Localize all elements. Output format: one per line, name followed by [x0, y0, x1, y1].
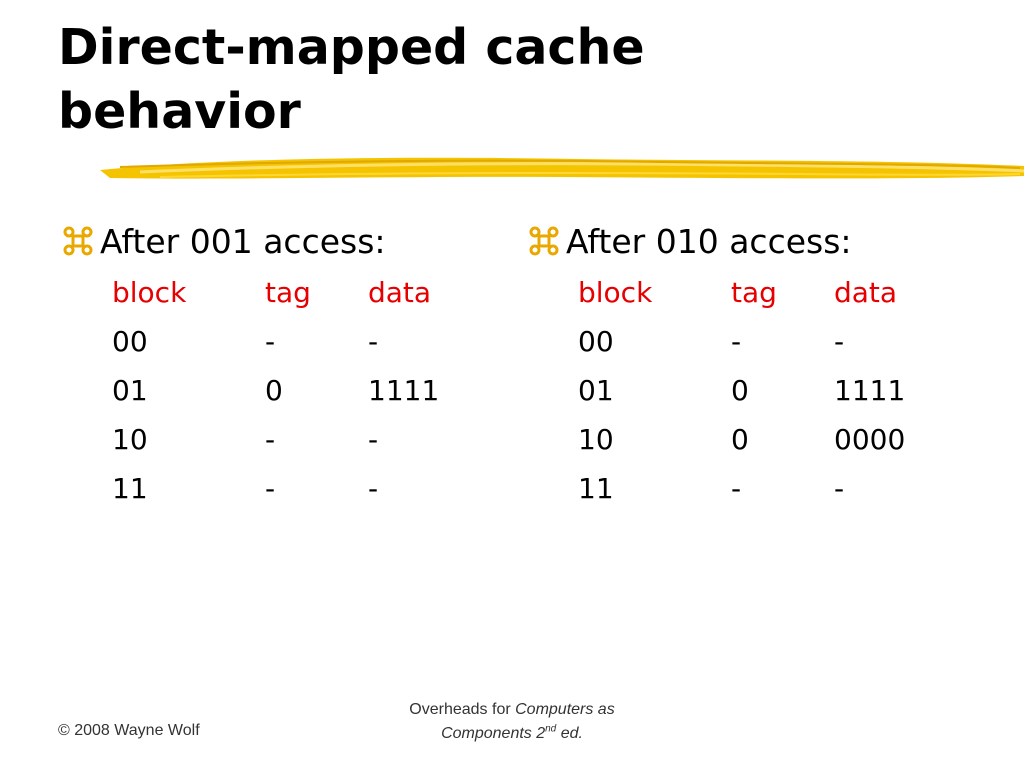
command-key-icon — [529, 226, 559, 256]
footer-book-title-part-2: Components 2 — [441, 725, 546, 742]
slide-title-line-2: behavior — [58, 83, 301, 140]
column-header-data: data — [368, 276, 432, 309]
cache-state-panel-1: After 001 access: block tag data 00 - - … — [62, 218, 468, 513]
cell-block: 00 — [578, 325, 614, 358]
table-row: 01 0 1111 — [112, 366, 468, 415]
cell-data: 1111 — [368, 374, 440, 407]
cell-data: 1111 — [834, 374, 906, 407]
footer-line-2: Components 2nd ed. — [352, 722, 672, 746]
slide-title-line-1: Direct-mapped cache — [58, 19, 645, 76]
slide-title: Direct-mapped cache behavior — [58, 16, 958, 144]
cell-block: 10 — [578, 423, 614, 456]
panel-heading: After 001 access: — [62, 218, 468, 264]
table-header-row: block tag data — [112, 268, 468, 317]
panel-heading: After 010 access: — [528, 218, 934, 264]
cell-block: 10 — [112, 423, 148, 456]
table-header-row: block tag data — [578, 268, 934, 317]
cell-data: - — [368, 472, 379, 505]
footer-edition-superscript: nd — [545, 723, 557, 735]
footer-book-title-part-1: Computers as — [515, 701, 615, 718]
cell-data: - — [834, 325, 845, 358]
cell-tag: - — [731, 472, 742, 505]
table-row: 00 - - — [578, 317, 934, 366]
cell-block: 11 — [112, 472, 148, 505]
cache-state-panel-2: After 010 access: block tag data 00 - - … — [528, 218, 934, 513]
footer-line-1: Overheads for Computers as — [352, 698, 672, 722]
column-header-block: block — [112, 276, 187, 309]
cache-table: block tag data 00 - - 01 0 1111 10 - - 1… — [112, 268, 468, 513]
cell-tag: - — [265, 472, 276, 505]
cell-tag: - — [265, 423, 276, 456]
table-row: 01 0 1111 — [578, 366, 934, 415]
copyright-text: © 2008 Wayne Wolf — [58, 722, 200, 739]
table-row: 10 0 0000 — [578, 415, 934, 464]
column-header-tag: tag — [731, 276, 777, 309]
cell-tag: 0 — [731, 374, 749, 407]
cell-data: - — [368, 325, 379, 358]
panel-heading-text: After 001 access: — [100, 221, 386, 261]
cell-block: 01 — [112, 374, 148, 407]
footer-plain-text: Overheads for — [409, 701, 516, 718]
cell-block: 11 — [578, 472, 614, 505]
column-header-tag: tag — [265, 276, 311, 309]
table-row: 10 - - — [112, 415, 468, 464]
cell-tag: 0 — [731, 423, 749, 456]
panel-heading-text: After 010 access: — [566, 221, 852, 261]
cell-block: 01 — [578, 374, 614, 407]
table-row: 11 - - — [578, 464, 934, 513]
cell-tag: 0 — [265, 374, 283, 407]
cell-data: - — [834, 472, 845, 505]
cell-tag: - — [265, 325, 276, 358]
table-row: 00 - - — [112, 317, 468, 366]
yellow-brush-stroke — [100, 157, 1024, 179]
table-row: 11 - - — [112, 464, 468, 513]
cell-data: 0000 — [834, 423, 906, 456]
column-header-block: block — [578, 276, 653, 309]
footer-edition-suffix: ed. — [556, 725, 583, 742]
cache-table: block tag data 00 - - 01 0 1111 10 0 000… — [578, 268, 934, 513]
cell-tag: - — [731, 325, 742, 358]
command-key-icon — [63, 226, 93, 256]
cell-data: - — [368, 423, 379, 456]
column-header-data: data — [834, 276, 898, 309]
footer-course-note: Overheads for Computers as Components 2n… — [352, 698, 672, 746]
cell-block: 00 — [112, 325, 148, 358]
